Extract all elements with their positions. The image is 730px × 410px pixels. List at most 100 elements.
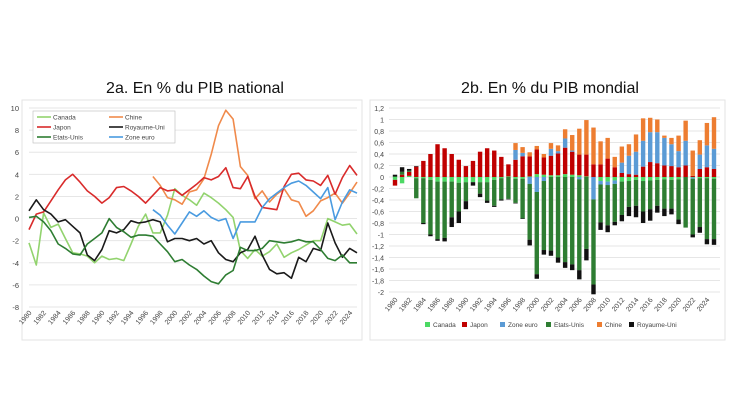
y-tick-label: 6: [15, 148, 19, 157]
bar-royaume-uni-2000: [534, 274, 539, 279]
y-tick-label: -0,4: [372, 198, 384, 205]
y-tick-label: -0,8: [372, 221, 384, 228]
bar-japon-1985: [428, 154, 433, 177]
bar-canada-1984: [421, 177, 426, 179]
bar-chine-2006: [577, 128, 582, 155]
bar-chine-2012: [619, 146, 625, 163]
bar-canada-1983: [414, 177, 419, 179]
bar-royaume-uni-1991: [470, 182, 476, 186]
bar-canada-1982: [406, 175, 412, 177]
legend-label: Etats-Unis: [53, 135, 84, 142]
bar-canada-1994: [492, 177, 497, 180]
bar-canada-2014: [633, 177, 639, 180]
bar-etats-unis-2003: [555, 177, 561, 258]
bar-royaume-uni-1985: [428, 234, 433, 237]
bar-chine-2013: [626, 144, 632, 156]
bar-zone-euro-2013: [626, 155, 632, 175]
bar-chine-2021: [683, 120, 688, 141]
bar-etats-unis-1992: [477, 182, 483, 194]
y-tick-label: -1,2: [372, 244, 384, 251]
bar-zone-euro-2006: [577, 177, 582, 180]
bar-royaume-uni-2018: [662, 208, 667, 217]
bar-canada-2010: [605, 177, 610, 182]
bar-etats-unis-1995: [499, 178, 504, 200]
bar-etats-unis-2015: [640, 181, 646, 212]
bar-japon-2001: [541, 157, 547, 175]
bar-canada-2009: [598, 177, 603, 182]
bar-canada-2022: [690, 177, 695, 178]
bar-royaume-uni-2002: [548, 250, 554, 256]
bar-japon-2002: [548, 155, 554, 176]
bar-etats-unis-2011: [612, 183, 617, 222]
y-tick-label: -1,8: [372, 279, 384, 286]
bar-royaume-uni-1990: [463, 201, 469, 210]
bar-canada-2018: [662, 177, 667, 180]
bar-japon-2007: [584, 154, 589, 177]
bar-japon-2012: [619, 172, 625, 177]
bar-japon-2015: [640, 166, 646, 177]
bar-royaume-uni-2009: [598, 222, 603, 230]
bar-etats-unis-2006: [577, 179, 582, 271]
bar-canada-1987: [442, 177, 447, 182]
bar-etats-unis-1983: [414, 178, 419, 199]
bar-chine-2008: [591, 127, 596, 165]
bar-canada-1997: [513, 177, 518, 179]
bar-royaume-uni-2010: [605, 225, 610, 233]
bar-etats-unis-2000: [534, 191, 539, 275]
bar-etats-unis-1999: [527, 183, 532, 240]
bar-canada-2005: [570, 174, 575, 177]
bar-japon-1982: [406, 171, 412, 176]
bar-etats-unis-1987: [442, 181, 447, 238]
bar-zone-euro-2005: [570, 150, 575, 152]
bar-etats-unis-1996: [506, 177, 511, 199]
legend-swatch: [629, 322, 634, 327]
bar-chine-2000: [534, 145, 539, 150]
legend-swatch: [425, 322, 430, 327]
bar-canada-2015: [640, 177, 646, 182]
bar-royaume-uni-1988: [449, 217, 454, 228]
legend-label: Royaume-Uni: [125, 125, 165, 132]
bar-zone-euro-2015: [640, 140, 646, 167]
y-tick-label: 0,4: [374, 152, 384, 159]
y-tick-label: -8: [12, 303, 19, 312]
bar-japon-1986: [435, 144, 440, 177]
bar-chine-2024: [704, 122, 710, 146]
bar-japon-1991: [470, 160, 476, 177]
bar-canada-1980: [392, 177, 398, 180]
bar-japon-2004: [562, 147, 568, 175]
bar-royaume-uni-2005: [570, 264, 575, 271]
bar-zone-euro-2002: [548, 148, 554, 156]
bar-chine-1998: [520, 147, 525, 153]
bar-japon-1981: [399, 174, 405, 177]
bar-zone-euro-2001: [541, 177, 547, 182]
bar-chine-2002: [548, 143, 554, 149]
legend-label: Chine: [125, 115, 142, 122]
y-tick-label: 10: [11, 104, 19, 113]
bar-canada-1990: [463, 177, 469, 183]
bar-royaume-uni-2025: [711, 239, 717, 245]
bar-japon-1998: [520, 156, 525, 177]
chart-2b-title: 2b. En % du PIB mondial: [461, 80, 639, 97]
bar-etats-unis-1998: [520, 178, 525, 219]
bar-royaume-uni-2020: [676, 219, 681, 225]
bar-etats-unis-2025: [711, 178, 717, 240]
bar-royaume-uni-2015: [640, 211, 646, 223]
bar-canada-2011: [612, 177, 617, 181]
bar-chine-2004: [562, 129, 568, 139]
bar-chine-2025: [711, 117, 717, 149]
bar-japon-2016: [648, 162, 653, 177]
bar-etats-unis-2024: [704, 178, 710, 240]
bar-canada-1993: [484, 177, 490, 183]
bar-canada-2001: [541, 174, 547, 177]
bar-zone-euro-2020: [676, 151, 681, 168]
bar-etats-unis-2019: [669, 179, 674, 209]
y-tick-label: -6: [12, 281, 19, 290]
bar-japon-2025: [711, 168, 717, 177]
series-line-japon: [28, 164, 358, 230]
bar-canada-1985: [428, 177, 433, 180]
legend-label: Zone euro: [125, 135, 155, 142]
bar-japon-2018: [662, 165, 667, 177]
legend-swatch: [500, 322, 505, 327]
bar-japon-1995: [499, 156, 504, 177]
bar-royaume-uni-2004: [562, 262, 568, 268]
